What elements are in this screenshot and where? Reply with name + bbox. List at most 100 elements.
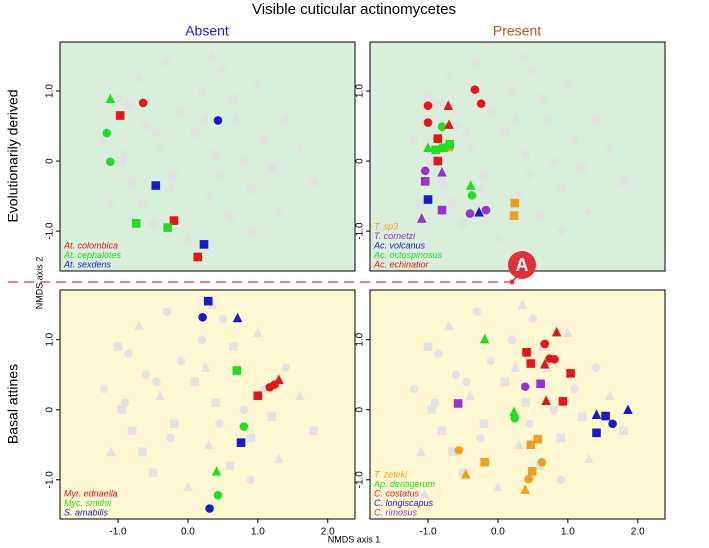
- background-point: [267, 163, 277, 173]
- background-point: [183, 232, 193, 243]
- point: [199, 240, 209, 249]
- point: [566, 369, 575, 378]
- point: [232, 312, 243, 323]
- background-point: [444, 320, 454, 331]
- background-point: [472, 58, 482, 68]
- background-point: [117, 405, 126, 415]
- background-point: [127, 426, 137, 436]
- background-point: [462, 128, 471, 138]
- background-point: [549, 156, 559, 166]
- background-point: [239, 156, 249, 166]
- legend-entry: At. colombica: [63, 240, 118, 250]
- background-point: [141, 121, 151, 131]
- background-point: [444, 71, 454, 82]
- background-point: [190, 128, 200, 138]
- point: [232, 366, 242, 375]
- background-point: [267, 412, 277, 422]
- background-point: [517, 50, 528, 61]
- point: [211, 466, 222, 476]
- background-point: [197, 335, 207, 345]
- legend-entry: T. sp3: [374, 221, 398, 231]
- point: [460, 468, 471, 479]
- background-point: [229, 342, 238, 352]
- point: [205, 504, 214, 513]
- column-label: Absent: [185, 23, 229, 39]
- background-point: [309, 177, 319, 187]
- legend-entry: S. amabilis: [64, 507, 109, 517]
- background-point: [99, 384, 109, 394]
- point: [420, 166, 430, 176]
- background-point: [528, 65, 538, 75]
- point: [433, 156, 443, 166]
- background-point: [556, 433, 566, 443]
- point: [526, 440, 536, 450]
- background-point: [549, 405, 559, 415]
- background-point: [169, 170, 179, 180]
- background-point: [525, 419, 534, 429]
- point: [423, 118, 433, 127]
- background-point: [591, 363, 601, 373]
- background-point: [458, 468, 468, 478]
- y-tick-label: -1.0: [355, 471, 366, 489]
- y-tick-label: 1.0: [355, 84, 366, 98]
- background-point: [120, 149, 130, 159]
- background-point: [427, 405, 436, 415]
- point: [522, 348, 531, 357]
- point: [479, 333, 490, 344]
- background-point: [309, 426, 319, 436]
- x-tick-label: -1.0: [109, 527, 127, 538]
- background-point: [416, 197, 426, 208]
- y-tick-label: 1.0: [45, 84, 56, 98]
- legend-entry: Ac. echinatior: [373, 259, 430, 269]
- point: [102, 128, 112, 138]
- background-point: [577, 412, 587, 422]
- background-point: [138, 198, 147, 208]
- background-point: [197, 86, 207, 96]
- point: [253, 391, 263, 401]
- point: [537, 457, 547, 467]
- point: [198, 313, 207, 322]
- legend-entry: Ac. octospinosus: [373, 250, 443, 260]
- background-point: [570, 135, 580, 145]
- point: [236, 438, 246, 447]
- point: [213, 490, 223, 500]
- background-point: [232, 113, 242, 124]
- background-point: [152, 377, 161, 387]
- y-tick-label: 1.0: [45, 332, 56, 346]
- point: [527, 467, 537, 476]
- point: [510, 413, 520, 423]
- y-axis-label: NMDS axis 2: [34, 257, 44, 310]
- point: [623, 404, 633, 415]
- background-point: [584, 453, 594, 464]
- point: [550, 355, 559, 364]
- column-label: Present: [493, 23, 541, 39]
- background-point: [419, 239, 430, 250]
- point: [558, 397, 568, 406]
- background-point: [476, 433, 485, 443]
- background-point: [274, 204, 284, 215]
- annotation-dot: [509, 279, 515, 285]
- background-point: [521, 398, 531, 408]
- background-point: [500, 377, 510, 387]
- background-point: [215, 170, 224, 180]
- point: [520, 382, 530, 391]
- legend-entry: T. cornetzi: [374, 231, 416, 241]
- point: [169, 216, 179, 225]
- y-tick-label: 0: [355, 407, 366, 413]
- background-point: [176, 107, 186, 117]
- background-point: [570, 384, 580, 394]
- x-tick-label: 2.0: [631, 527, 645, 538]
- point: [467, 191, 477, 200]
- background-point: [556, 226, 566, 236]
- background-point: [253, 78, 263, 89]
- background-point: [246, 226, 256, 236]
- point: [608, 419, 617, 429]
- panel: [59, 289, 356, 520]
- background-point: [556, 475, 566, 485]
- background-point: [448, 198, 457, 208]
- point: [444, 119, 454, 129]
- background-point: [451, 370, 461, 380]
- background-point: [200, 113, 211, 124]
- background-point: [528, 314, 538, 324]
